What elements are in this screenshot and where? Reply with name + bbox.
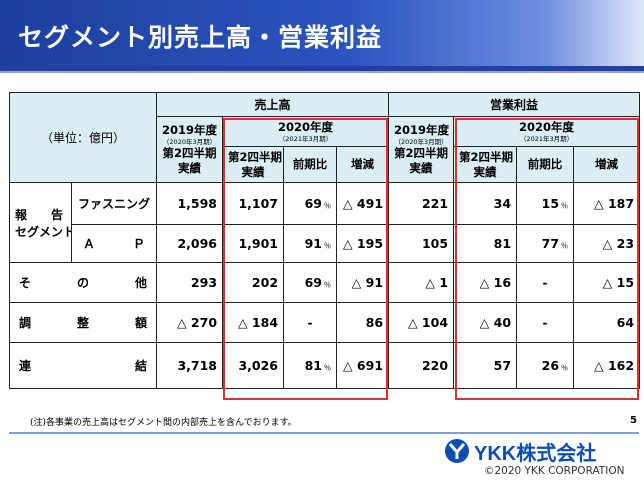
- cell-profit-2020: 34: [453, 182, 518, 225]
- ykk-mark-icon: [445, 439, 469, 463]
- sales-fy2020-header: 2020年度 （2021年3月期）: [222, 116, 390, 147]
- cell-sales-2020: 1,901: [222, 224, 285, 263]
- copyright: ©2020 YKK CORPORATION: [484, 465, 625, 477]
- cell-profit-2019: 221: [388, 182, 455, 225]
- profit-yoy-header: 前期比: [516, 146, 575, 183]
- cell-profit-change: △ 162: [573, 342, 641, 389]
- row-label-consolidated: 連結: [8, 342, 158, 389]
- reported-segment-label: 報 告 セグメント: [9, 182, 72, 263]
- header-row-columns: 第2四半期 実績 前期比 増減 第2四半期 実績 前期比 増減: [10, 146, 641, 183]
- cell-sales-2019: 293: [156, 262, 224, 303]
- sales-q2-actual-header: 第2四半期 実績: [222, 146, 285, 183]
- cell-sales-2020: 202: [222, 262, 285, 303]
- sales-fy2019-header: 2019年度 （2020年3月期） 第2四半期 実績: [156, 116, 224, 183]
- page-title: セグメント別売上高・営業利益: [18, 23, 383, 52]
- cell-profit-2020: △ 16: [453, 262, 518, 303]
- cell-sales-ratio: 69 ％: [283, 262, 338, 303]
- cell-profit-change: △ 187: [573, 182, 641, 225]
- cell-profit-2020: 81: [453, 224, 518, 263]
- cell-sales-ratio: 91 ％: [283, 224, 338, 263]
- profit-fy2020-header: 2020年度 （2021年3月期）: [453, 116, 641, 147]
- cell-sales-change: △ 691: [336, 342, 390, 389]
- cell-profit-2019: 105: [388, 224, 455, 263]
- segment-table: （単位：億円） 売上高 営業利益 2019年度 （2020年3月期） 第2四半期…: [8, 92, 641, 389]
- header-rule-light: [0, 71, 644, 73]
- cell-profit-2020: △ 40: [453, 302, 518, 343]
- cell-profit-2019: △ 1: [388, 262, 455, 303]
- cell-sales-ratio: 81 ％: [283, 342, 338, 389]
- cell-sales-ratio: 69 ％: [283, 182, 338, 225]
- unit-label: （単位：億円）: [8, 92, 158, 183]
- cell-profit-ratio: 15 ％: [516, 182, 575, 225]
- cell-profit-2019: 220: [388, 342, 455, 389]
- cell-sales-2020: 3,026: [222, 342, 285, 389]
- cell-profit-2019: △ 104: [388, 302, 455, 343]
- cell-profit-ratio: -: [516, 262, 575, 303]
- profit-change-header: 増減: [573, 146, 641, 183]
- cell-sales-2019: △ 270: [156, 302, 224, 343]
- cell-sales-2020: 1,107: [222, 182, 285, 225]
- sales-yoy-header: 前期比: [283, 146, 338, 183]
- page-number: 5: [630, 415, 637, 426]
- cell-sales-change: △ 491: [336, 182, 390, 225]
- footnote: (注)各事業の売上高はセグメント間の内部売上を含んでおります。: [30, 418, 297, 428]
- cell-sales-ratio: -: [283, 302, 338, 343]
- cell-profit-change: △ 23: [573, 224, 641, 263]
- table-row: その他 293 202 69 ％ △ 91 △ 1 △ 16 - △ 15: [8, 262, 641, 303]
- table-row: 報 告 セグメント ファスニング 1,598 1,107 69 ％ △ 491 2…: [9, 182, 641, 263]
- profit-fy2019-header: 2019年度 （2020年3月期） 第2四半期 実績: [388, 116, 455, 183]
- cell-sales-2019: 1,598: [156, 182, 224, 225]
- cell-profit-ratio: 26 ％: [516, 342, 575, 389]
- table-row: 調整額 △ 270 △ 184 - 86 △ 104 △ 40 - 64: [8, 302, 641, 343]
- cell-profit-change: 64: [573, 302, 641, 343]
- row-label-fastening: ファスニング: [70, 182, 158, 225]
- cell-sales-2020: △ 184: [222, 302, 285, 343]
- cell-profit-change: △ 15: [573, 262, 641, 303]
- logo-text: YKK株式会社: [474, 442, 597, 465]
- row-label-adjustments: 調整額: [8, 302, 158, 343]
- sales-group-header: 売上高: [156, 92, 390, 117]
- ykk-logo: YKK株式会社: [444, 437, 634, 465]
- cell-profit-2020: 57: [453, 342, 518, 389]
- cell-sales-2019: 2,096: [156, 224, 224, 263]
- cell-sales-change: 86: [336, 302, 390, 343]
- sales-change-header: 増減: [336, 146, 390, 183]
- cell-profit-ratio: 77 ％: [516, 224, 575, 263]
- cell-profit-ratio: -: [516, 302, 575, 343]
- cell-sales-change: △ 91: [336, 262, 390, 303]
- cell-sales-2019: 3,718: [156, 342, 224, 389]
- header-rule: [0, 66, 644, 71]
- header-row-groups: （単位：億円） 売上高 営業利益: [8, 92, 641, 183]
- header-banner: セグメント別売上高・営業利益: [0, 0, 644, 66]
- cell-sales-change: △ 195: [336, 224, 390, 263]
- footer-divider: [9, 432, 639, 434]
- profit-group-header: 営業利益: [388, 92, 641, 117]
- table-row: 連結 3,718 3,026 81 ％ △ 691 220 57 26 ％ △ 16…: [8, 342, 641, 389]
- row-label-others: その他: [8, 262, 158, 303]
- profit-q2-actual-header: 第2四半期 実績: [453, 146, 518, 183]
